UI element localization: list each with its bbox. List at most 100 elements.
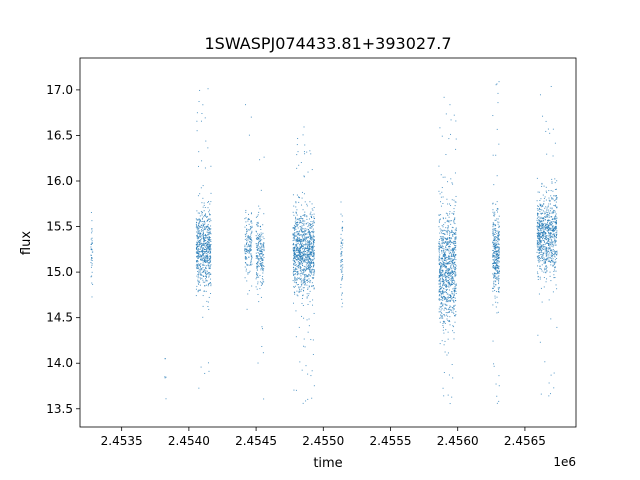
data-point xyxy=(454,242,456,244)
data-point xyxy=(538,209,540,210)
data-point xyxy=(298,290,300,292)
data-point xyxy=(206,216,208,218)
data-point xyxy=(452,265,454,267)
data-point xyxy=(452,240,454,242)
data-point xyxy=(201,160,203,162)
data-point xyxy=(441,287,443,288)
data-point xyxy=(301,279,303,281)
data-point xyxy=(250,261,252,263)
data-point xyxy=(454,287,456,289)
data-point xyxy=(196,120,198,122)
data-point xyxy=(536,242,538,244)
data-point xyxy=(547,258,549,260)
data-point xyxy=(445,304,447,306)
data-point xyxy=(555,195,557,197)
data-point xyxy=(537,242,539,244)
data-point xyxy=(496,256,498,258)
data-point xyxy=(496,175,498,177)
data-point xyxy=(553,221,555,223)
data-point xyxy=(209,254,211,256)
data-point xyxy=(293,255,295,257)
data-point xyxy=(306,233,308,235)
data-point xyxy=(245,236,247,238)
data-point xyxy=(551,254,553,256)
data-point xyxy=(544,233,546,235)
scatter-points xyxy=(90,81,558,405)
data-point xyxy=(541,227,543,229)
data-point xyxy=(452,325,454,327)
data-point xyxy=(208,266,210,268)
data-point xyxy=(450,297,452,299)
data-point xyxy=(498,280,500,282)
data-point xyxy=(496,244,498,246)
data-point xyxy=(553,234,555,236)
data-point xyxy=(548,219,550,221)
data-point xyxy=(309,252,311,254)
data-point xyxy=(247,273,249,275)
data-point xyxy=(455,265,457,267)
data-point xyxy=(541,249,543,251)
data-point xyxy=(313,252,315,254)
data-point xyxy=(201,218,203,220)
data-point xyxy=(455,300,457,302)
data-point xyxy=(256,257,258,259)
data-point xyxy=(538,208,540,210)
data-point xyxy=(298,239,300,241)
data-point xyxy=(263,238,265,240)
data-point xyxy=(301,315,303,317)
data-point xyxy=(301,242,303,244)
data-point xyxy=(439,279,441,281)
data-point xyxy=(246,265,248,267)
data-point xyxy=(247,243,249,245)
data-point xyxy=(248,134,250,136)
data-point xyxy=(308,233,310,235)
data-point xyxy=(495,301,497,303)
data-point xyxy=(443,297,445,299)
data-point xyxy=(205,226,207,228)
data-point xyxy=(310,211,312,213)
data-point xyxy=(439,238,441,240)
data-point xyxy=(261,253,263,255)
data-point xyxy=(542,224,544,226)
data-point xyxy=(297,243,299,245)
data-point xyxy=(206,260,208,262)
data-point xyxy=(493,262,495,264)
data-point xyxy=(205,290,207,292)
data-point xyxy=(553,226,555,228)
data-point xyxy=(441,315,443,317)
data-point xyxy=(294,277,296,279)
data-point xyxy=(308,231,310,233)
data-point xyxy=(545,224,547,226)
data-point xyxy=(497,208,499,210)
data-point xyxy=(202,224,204,226)
data-point xyxy=(541,230,543,232)
data-point xyxy=(439,236,441,238)
data-point xyxy=(248,252,250,254)
data-point xyxy=(492,255,494,257)
data-point xyxy=(203,238,205,240)
data-point xyxy=(209,240,211,242)
data-point xyxy=(536,217,538,219)
data-point xyxy=(259,234,261,236)
data-point xyxy=(262,232,264,234)
data-point xyxy=(495,244,497,246)
data-point xyxy=(439,256,441,258)
data-point xyxy=(302,402,304,404)
data-point xyxy=(303,279,305,281)
data-point xyxy=(262,275,264,277)
data-point xyxy=(551,243,553,245)
data-point xyxy=(261,326,263,328)
data-point xyxy=(294,235,296,237)
data-point xyxy=(553,277,555,279)
data-point xyxy=(306,249,308,251)
data-point xyxy=(90,211,92,213)
data-point xyxy=(492,115,494,117)
data-point xyxy=(554,210,556,212)
data-point xyxy=(455,228,457,230)
data-point xyxy=(295,202,297,204)
data-point xyxy=(208,241,210,243)
data-point xyxy=(250,246,252,248)
data-point xyxy=(248,256,250,258)
data-point xyxy=(296,284,298,286)
data-point xyxy=(545,255,547,257)
